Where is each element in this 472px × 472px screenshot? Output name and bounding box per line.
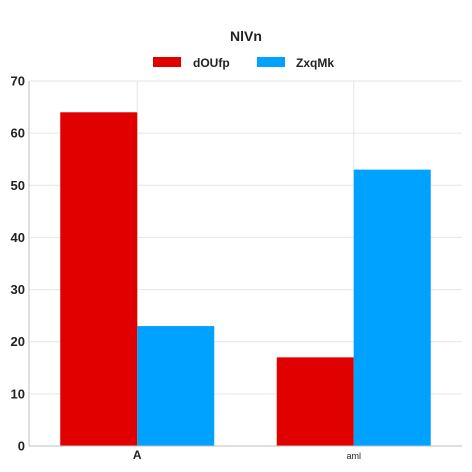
y-tick-label: 20 [11,334,25,349]
bar-ZxqMk-aml [353,169,431,446]
legend: dOUfp ZxqMk [153,56,334,70]
y-tick-label: 60 [11,126,25,141]
y-tick-label: 40 [11,230,25,245]
bars [60,112,431,447]
legend-swatch-series-1 [153,57,181,67]
legend-label-series-1: dOUfp [193,56,230,70]
y-tick-label: 10 [11,386,25,401]
y-tick-label: 50 [11,178,25,193]
bar-ZxqMk-A [137,326,215,446]
x-tick-label: A [133,448,142,462]
chart-title: NlVn [230,28,262,44]
y-axis-ticks: 0 10 20 30 40 50 60 70 [11,74,25,454]
legend-swatch-series-2 [257,57,285,67]
legend-label-series-2: ZxqMk [296,56,334,70]
axes [28,81,462,447]
y-tick-label: 70 [11,74,25,89]
bar-dOUfp-aml [276,357,354,446]
y-tick-label: 0 [18,439,25,454]
y-tick-label: 30 [11,282,25,297]
bar-dOUfp-A [60,112,138,447]
x-tick-label: aml [346,451,361,461]
